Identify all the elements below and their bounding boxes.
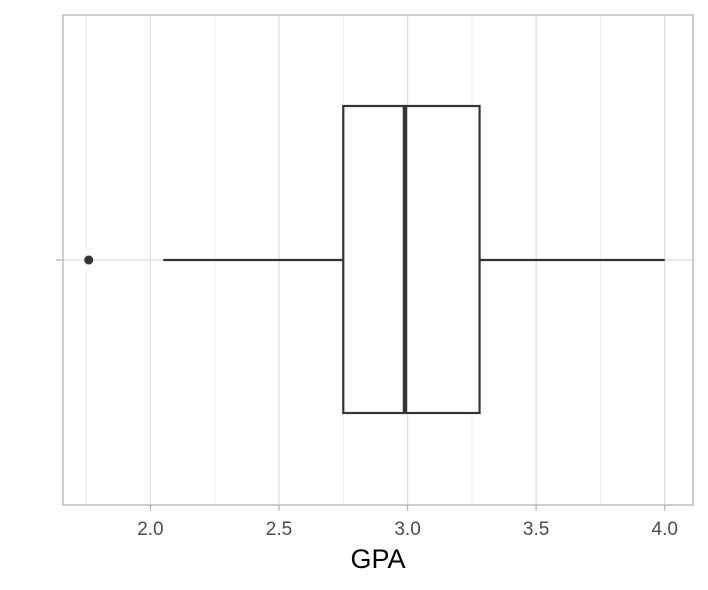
outlier-point <box>84 255 94 265</box>
boxplot <box>84 104 665 415</box>
x-axis-ticks: 2.0 2.5 3.0 3.5 4.0 <box>137 505 678 540</box>
x-tick-label: 2.5 <box>266 519 292 540</box>
x-tick-label: 3.0 <box>394 519 420 540</box>
x-tick-label: 2.0 <box>137 519 163 540</box>
iqr-box <box>342 104 481 415</box>
x-axis-title: GPA <box>350 544 405 574</box>
x-tick-label: 3.5 <box>523 519 549 540</box>
x-tick-label: 4.0 <box>652 519 678 540</box>
